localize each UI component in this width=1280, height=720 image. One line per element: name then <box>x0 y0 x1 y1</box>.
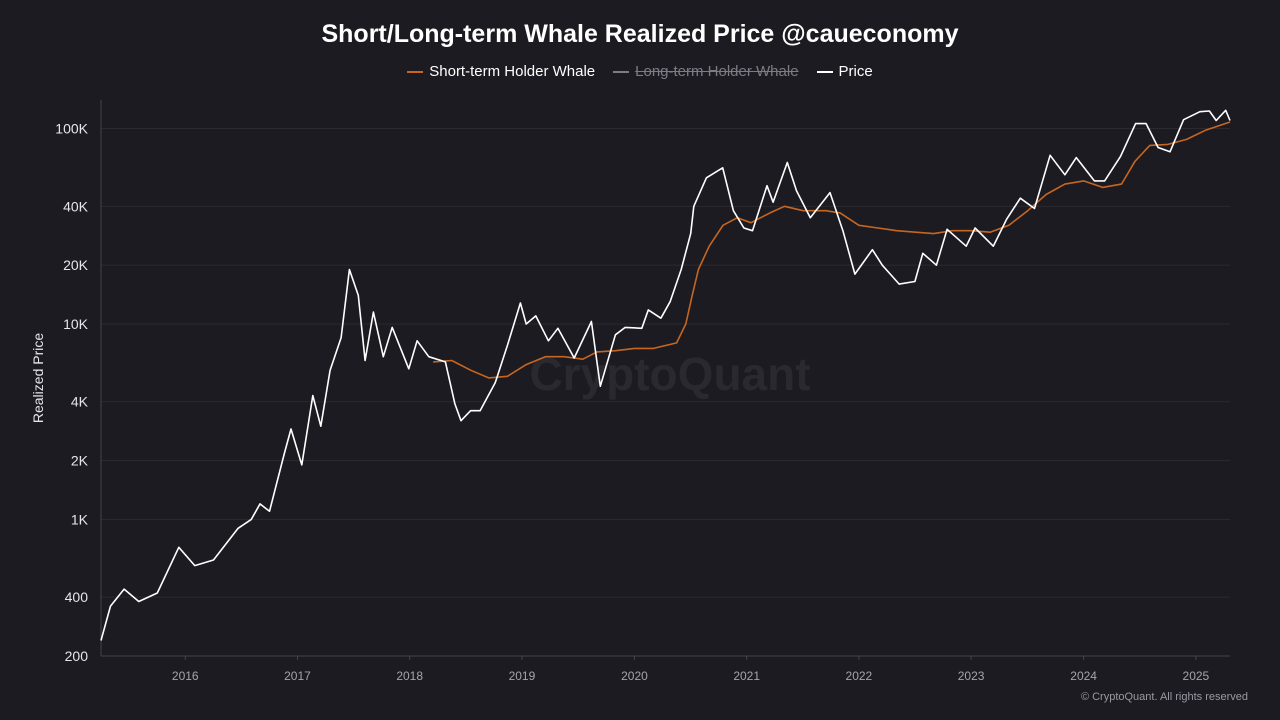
x-tick-label: 2022 <box>846 669 873 683</box>
y-tick-label: 200 <box>65 648 89 664</box>
y-axis-title: Realized Price <box>30 333 46 423</box>
legend-label: Long-term Holder Whale <box>635 63 799 80</box>
y-tick-label: 10K <box>63 316 89 332</box>
chart-title: Short/Long-term Whale Realized Price @ca… <box>321 20 959 48</box>
y-tick-label: 20K <box>63 257 89 273</box>
legend-swatch-price <box>816 70 833 73</box>
y-tick-label: 400 <box>65 589 89 605</box>
legend-label: Price <box>838 63 873 80</box>
x-tick-label: 2019 <box>509 669 536 683</box>
y-tick-label: 40K <box>63 198 89 214</box>
series-line-price <box>100 109 1231 641</box>
y-tick-label: 100K <box>55 121 88 137</box>
y-tick-label: 2K <box>71 453 89 469</box>
legend-item-short-term-holder-whale[interactable]: Short-term Holder Whale <box>407 63 595 80</box>
x-tick-label: 2023 <box>958 669 985 683</box>
x-tick-label: 2024 <box>1070 669 1097 683</box>
x-tick-label: 2020 <box>621 669 648 683</box>
x-tick-label: 2017 <box>284 669 311 683</box>
copyright-credit: © CryptoQuant. All rights reserved <box>1080 691 1248 703</box>
chart-legend: Short-term Holder Whale Long-term Holder… <box>0 63 1280 80</box>
legend-swatch-short-term <box>407 70 424 73</box>
series-line-short-term-holder-whale <box>433 121 1231 379</box>
x-tick-label: 2018 <box>396 669 423 683</box>
y-tick-label: 1K <box>71 511 89 527</box>
x-tick-label: 2025 <box>1183 669 1210 683</box>
x-tick-label: 2016 <box>172 669 199 683</box>
y-tick-label: 4K <box>71 394 89 410</box>
x-tick-label: 2021 <box>733 669 760 683</box>
watermark: CryptoQuant <box>529 348 810 400</box>
legend-item-long-term-holder-whale[interactable]: Long-term Holder Whale <box>613 63 799 80</box>
legend-label: Short-term Holder Whale <box>429 63 596 80</box>
legend-swatch-long-term <box>613 70 630 73</box>
legend-item-price[interactable]: Price <box>816 63 873 80</box>
